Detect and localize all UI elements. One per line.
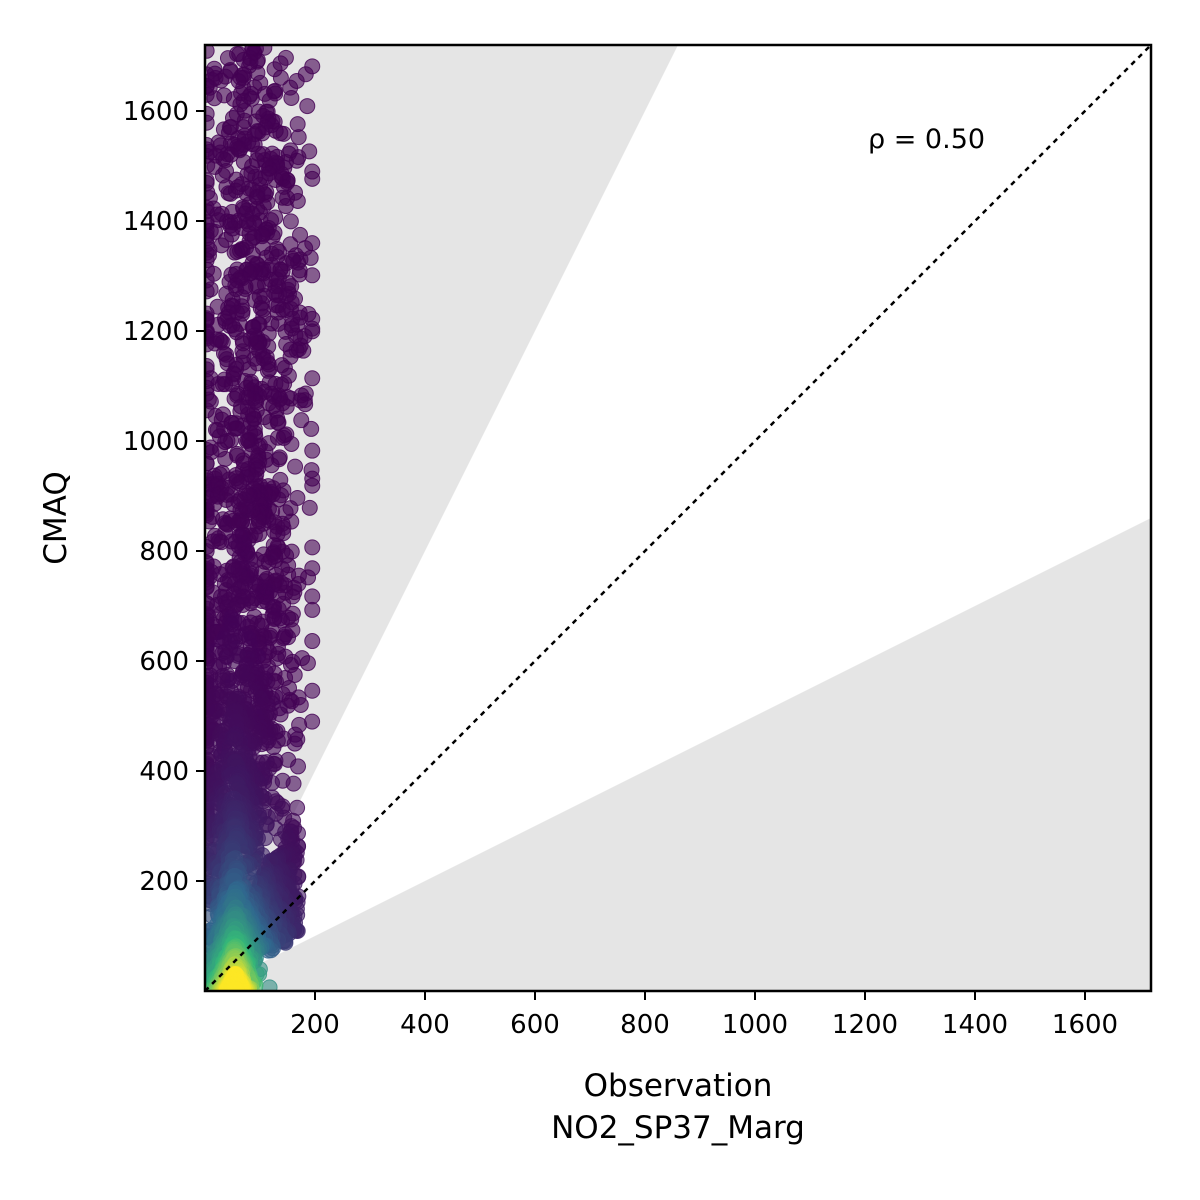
x-axis-ticks: 200 400 600 800 1000 1200 1400 1600 [290,991,1118,1040]
data-point [228,324,245,341]
x-axis-sublabel: NO2_SP37_Marg [551,1110,805,1146]
data-point [266,61,283,78]
data-point [222,146,239,163]
data-point [304,601,321,618]
data-point [227,182,244,199]
data-point [223,432,240,449]
x-tick-label: 1200 [832,1010,898,1040]
data-point [283,89,300,106]
data-point [205,281,219,298]
data-point [304,539,321,556]
data-point [205,265,222,282]
data-point [205,114,215,131]
shaded-regions [205,45,1151,991]
data-point [272,831,289,848]
data-point [229,45,246,62]
shaded-region-lower [205,518,1151,991]
y-tick-label: 1600 [123,97,189,127]
data-point [291,266,308,283]
data-point [304,633,321,650]
x-tick-label: 800 [620,1010,670,1040]
data-point [238,433,255,450]
x-tick-label: 1000 [722,1010,788,1040]
y-tick-label: 200 [139,867,189,897]
data-point [293,412,310,429]
data-point [218,162,235,179]
data-point [229,447,246,464]
x-tick-label: 1600 [1052,1010,1118,1040]
x-tick-label: 400 [400,1010,450,1040]
y-tick-label: 400 [139,757,189,787]
x-tick-label: 600 [510,1010,560,1040]
x-axis-label: Observation [584,1068,773,1104]
data-point [304,370,321,387]
shaded-region-upper [205,45,678,991]
data-point [225,496,242,513]
data-point [207,223,224,240]
data-point [290,129,307,146]
y-axis-ticks: 200 400 600 800 1000 1200 1400 1600 [123,97,205,897]
data-point [287,458,304,475]
data-point [205,45,215,59]
data-point [225,91,242,108]
data-points [205,45,321,991]
y-tick-label: 1200 [123,317,189,347]
y-axis-label: CMAQ [38,471,74,564]
y-tick-label: 1400 [123,207,189,237]
data-point [261,979,278,991]
data-point [304,170,321,187]
y-tick-label: 800 [139,537,189,567]
x-tick-label: 200 [290,1010,340,1040]
y-tick-label: 600 [139,647,189,677]
data-point [282,213,299,230]
data-point [299,98,316,115]
data-point [304,588,321,605]
data-point [304,477,321,494]
data-point [227,730,244,747]
data-point [227,981,244,991]
data-point [304,682,321,699]
x-tick-label: 1400 [942,1010,1008,1040]
data-point [277,198,294,215]
y-tick-label: 1000 [123,427,189,457]
data-point [304,442,321,459]
data-point [226,653,243,670]
data-point [226,244,243,261]
correlation-annotation: ρ = 0.50 [868,124,985,155]
data-point [301,499,318,516]
data-point [223,226,240,243]
